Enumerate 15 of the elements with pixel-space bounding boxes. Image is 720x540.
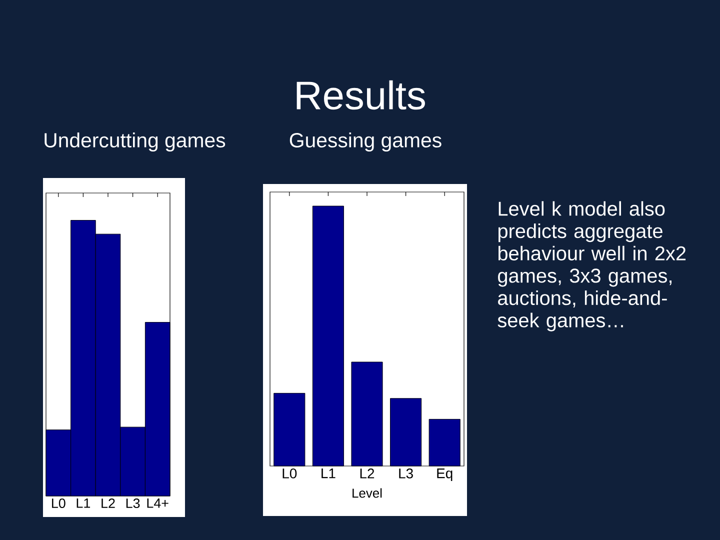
- x-tick-label: Eq: [437, 468, 452, 482]
- x-tick-label: L0: [52, 498, 66, 508]
- x-tick-label: L1: [76, 498, 90, 508]
- text: Level k model also predicts aggregate behaviour well in 2x2 games, 3x3 games, auctions, hide-and-seek games…: [498, 201, 686, 332]
- x-tick-label: L0: [282, 468, 297, 478]
- chart-title: Undercutting games: [44, 132, 226, 152]
- text: Results: [296, 80, 425, 110]
- x-tick-label: L3: [126, 498, 140, 508]
- x-tick-label: L3: [399, 468, 413, 478]
- x-tick-label: L1: [322, 468, 336, 478]
- x-tick-label: L4+: [147, 498, 168, 508]
- x-tick-label: L2: [360, 468, 374, 478]
- x-axis-title: Level: [352, 488, 382, 498]
- chart-title: Guessing games: [290, 132, 442, 152]
- x-tick-label: L2: [102, 498, 115, 508]
